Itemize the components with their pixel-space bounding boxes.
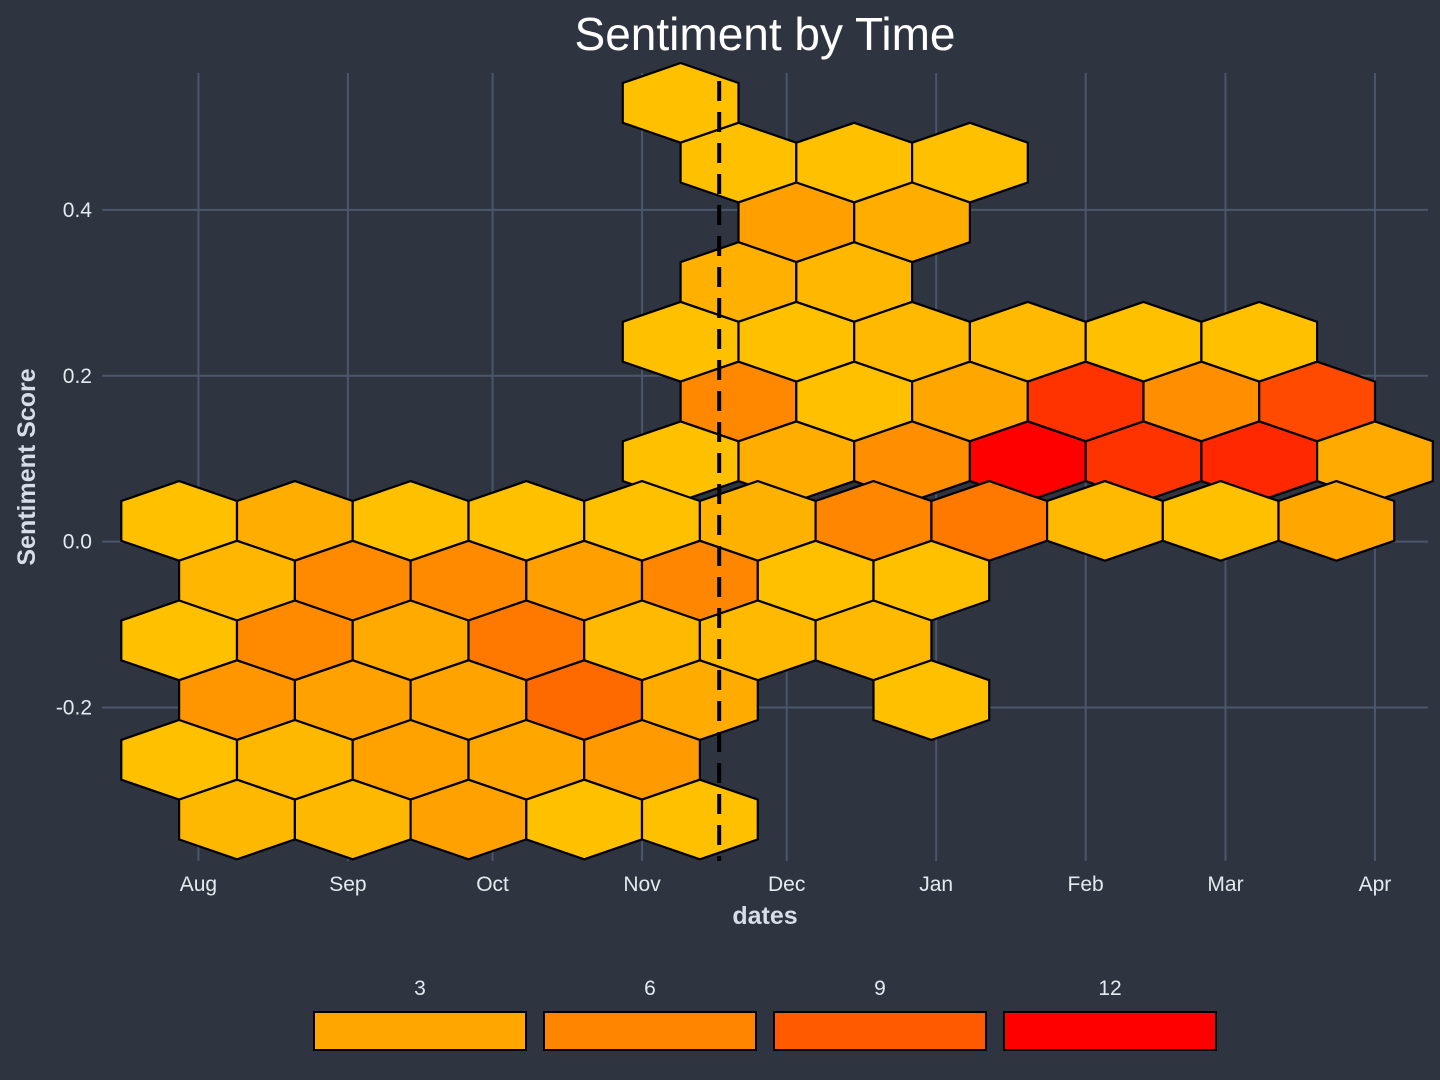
- legend-key: [773, 1011, 987, 1051]
- y-axis-title: Sentiment Score: [13, 368, 41, 565]
- x-tick-label: Jan: [919, 873, 953, 896]
- y-tick-label: 0.0: [63, 531, 92, 554]
- chart-title: Sentiment by Time: [575, 8, 956, 60]
- y-axis-tick-labels: 0.4 0.2 0.0 -0.2: [56, 199, 92, 720]
- color-legend: 3 6 9 12: [313, 977, 1217, 1051]
- legend-label: 6: [644, 977, 656, 1000]
- x-axis-tick-labels: Aug Sep Oct Nov Dec Jan Feb Mar Apr: [180, 873, 1392, 896]
- x-tick-label: Feb: [1068, 873, 1104, 896]
- legend-label: 9: [874, 977, 886, 1000]
- legend-key: [313, 1011, 527, 1051]
- hexbin-cell: [640, 778, 759, 861]
- x-tick-label: Aug: [180, 873, 217, 896]
- x-tick-label: Apr: [1359, 873, 1392, 896]
- hexbin-cell: [872, 659, 991, 742]
- x-tick-label: Sep: [329, 873, 366, 896]
- y-tick-label: 0.2: [63, 365, 92, 388]
- x-tick-label: Mar: [1207, 873, 1243, 896]
- y-tick-label: -0.2: [56, 697, 92, 720]
- x-axis-title: dates: [732, 902, 797, 930]
- x-tick-label: Nov: [623, 873, 661, 896]
- hexbin-cells: [120, 61, 1434, 861]
- legend-key: [543, 1011, 757, 1051]
- legend-label: 12: [1098, 977, 1121, 1000]
- hexbin-cell: [1277, 479, 1396, 562]
- x-tick-label: Dec: [768, 873, 805, 896]
- x-tick-label: Oct: [476, 873, 509, 896]
- legend-label: 3: [414, 977, 426, 1000]
- legend-key: [1003, 1011, 1217, 1051]
- y-tick-label: 0.4: [63, 199, 93, 222]
